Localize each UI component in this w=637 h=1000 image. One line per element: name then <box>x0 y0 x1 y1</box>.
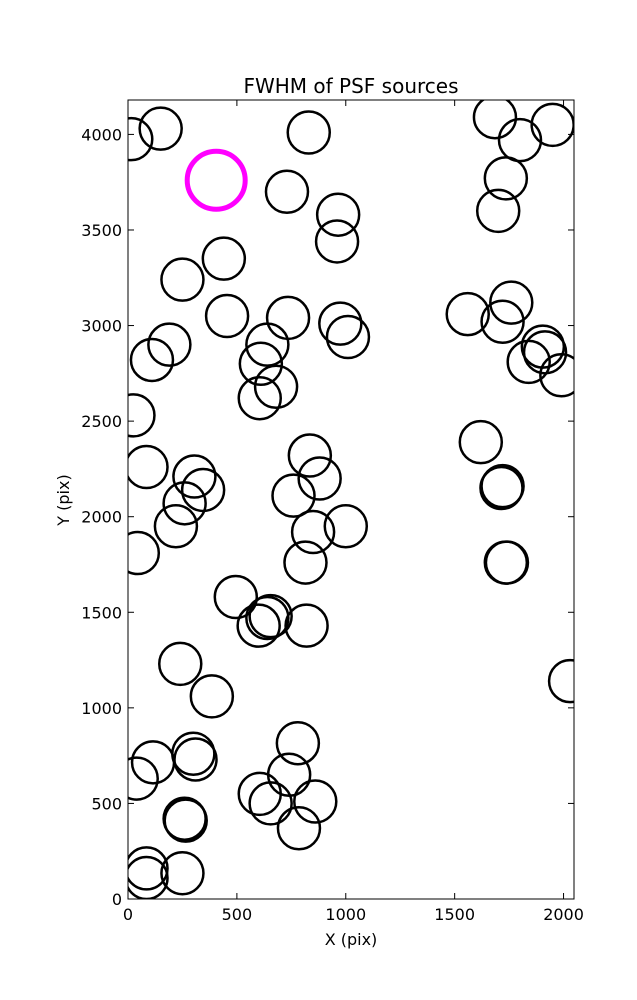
data-point <box>480 299 525 344</box>
data-point <box>138 106 183 151</box>
data-point <box>323 504 369 549</box>
data-point <box>162 796 207 841</box>
y-tick-label: 3500 <box>81 221 122 240</box>
data-point <box>522 330 568 375</box>
x-tick-label: 500 <box>222 905 253 924</box>
data-point <box>287 433 333 478</box>
data-point <box>314 219 360 264</box>
y-tick-label: 2500 <box>81 412 122 431</box>
data-point <box>275 720 321 766</box>
data-point <box>479 465 524 511</box>
data-point <box>248 781 293 826</box>
data-point <box>128 444 169 490</box>
y-tick-label: 4000 <box>81 125 122 144</box>
data-point <box>172 454 217 499</box>
axis-ticks: 0 500 1000 1500 2000 0 500 1000 1500 2000 2500 3000… <box>81 100 584 924</box>
data-point <box>293 779 338 824</box>
y-tick-label: 1500 <box>81 603 122 622</box>
data-point <box>458 419 504 465</box>
data-point <box>201 236 247 281</box>
data-point <box>297 456 342 501</box>
data-point <box>237 771 283 817</box>
x-tick-label: 0 <box>123 905 133 924</box>
data-point <box>539 353 574 398</box>
x-tick-label: 1500 <box>434 905 475 924</box>
data-point <box>318 301 363 346</box>
data-point <box>245 595 290 641</box>
data-point <box>315 192 361 237</box>
data-point <box>445 291 490 337</box>
data-point <box>236 603 281 648</box>
data-point <box>189 674 235 719</box>
data-point <box>264 169 310 215</box>
data-point <box>128 530 161 576</box>
data-point <box>128 756 159 801</box>
x-axis-label: X (pix) <box>325 930 378 949</box>
y-tick-label: 1000 <box>81 699 122 718</box>
y-tick-label: 3000 <box>81 317 122 336</box>
data-point <box>245 322 290 367</box>
data-point <box>128 393 156 438</box>
data-point <box>248 593 293 639</box>
y-axis-label: Y (pix) <box>54 474 73 526</box>
data-point <box>276 806 322 851</box>
data-point <box>489 280 534 325</box>
highlight-point <box>184 148 248 212</box>
data-point <box>213 574 259 620</box>
data-point <box>160 257 205 302</box>
x-tick-label: 2000 <box>543 905 584 924</box>
data-point <box>497 117 543 163</box>
data-point <box>204 293 250 339</box>
data-point <box>253 364 299 409</box>
data-point <box>162 481 207 526</box>
data-point <box>238 341 284 387</box>
plot-frame <box>127 99 575 900</box>
data-point <box>483 156 529 201</box>
y-tick-label: 500 <box>91 794 122 813</box>
data-circles <box>128 100 574 899</box>
data-point <box>286 110 332 155</box>
chart-title: FWHM of PSF sources <box>243 74 458 98</box>
data-point <box>283 540 328 585</box>
data-point <box>147 322 192 367</box>
data-point <box>237 375 283 421</box>
data-point <box>158 641 203 687</box>
data-point <box>290 509 336 555</box>
y-tick-label: 2000 <box>81 508 122 527</box>
data-point <box>284 603 329 648</box>
x-tick-label: 1000 <box>325 905 366 924</box>
data-point <box>475 188 521 234</box>
data-point <box>325 314 371 360</box>
data-point <box>129 337 175 383</box>
data-point <box>483 540 529 585</box>
y-tick-label: 0 <box>112 890 122 909</box>
data-point <box>271 473 316 518</box>
data-point <box>472 100 518 140</box>
data-point <box>128 116 154 162</box>
highlight-circles <box>184 148 248 212</box>
data-point <box>173 737 218 782</box>
data-point <box>153 504 199 549</box>
data-point <box>160 850 205 896</box>
data-point <box>547 658 574 704</box>
data-point <box>128 846 169 891</box>
